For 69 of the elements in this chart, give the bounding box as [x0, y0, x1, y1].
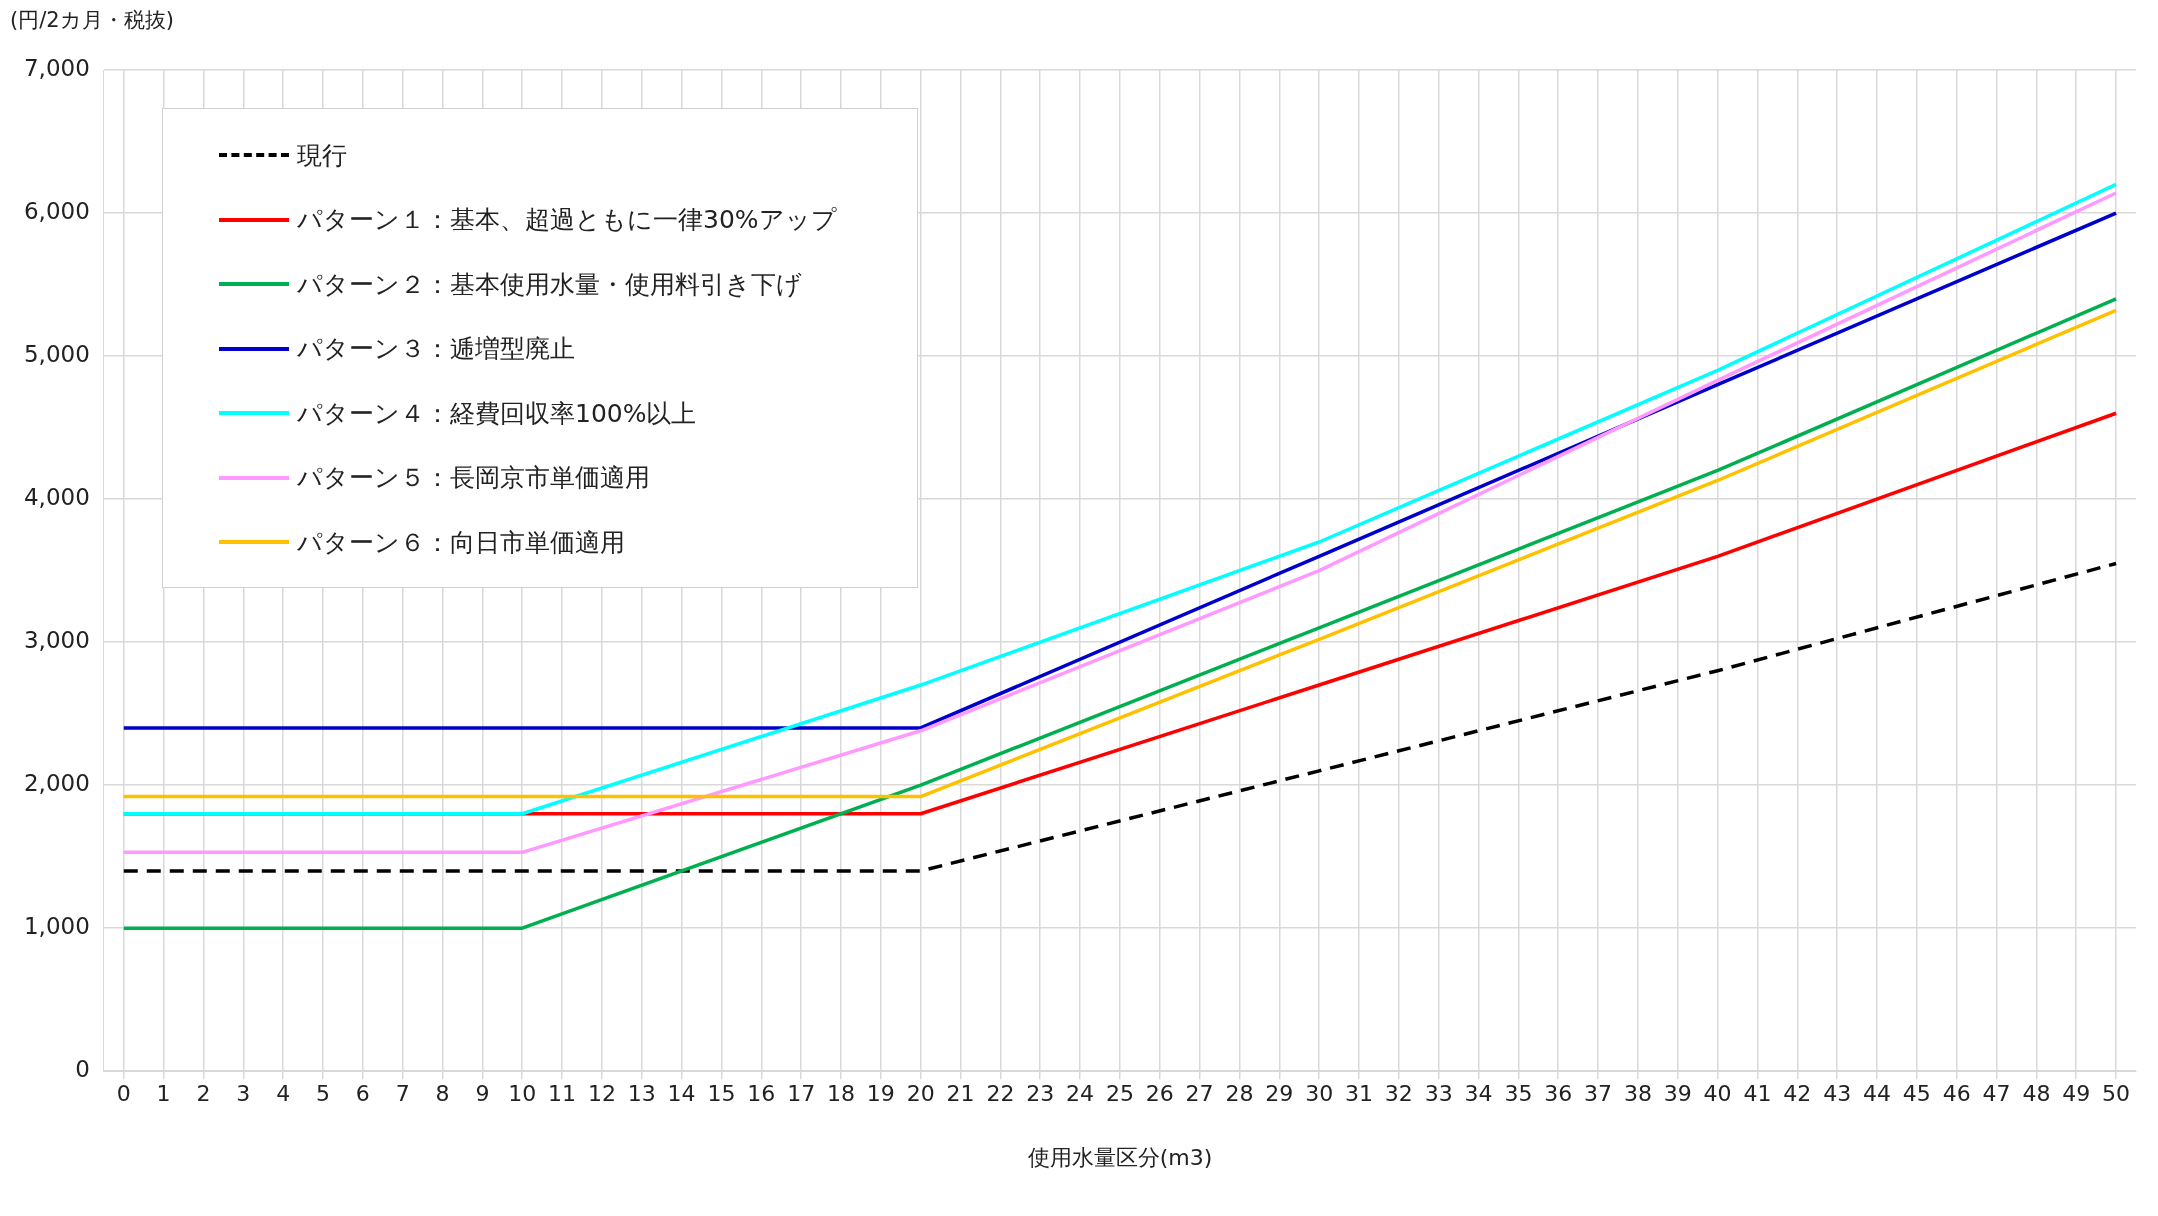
y-tick-label: 0 — [75, 1056, 90, 1083]
x-tick-label: 11 — [548, 1081, 577, 1107]
x-tick-label: 24 — [1066, 1081, 1095, 1107]
x-tick-label: 7 — [395, 1081, 410, 1107]
x-tick-label: 23 — [1026, 1081, 1055, 1107]
x-tick-label: 2 — [196, 1081, 211, 1107]
x-axis-title: 使用水量区分(m3) — [1027, 1144, 1213, 1170]
x-tick-label: 5 — [316, 1081, 330, 1107]
x-tick-label: 37 — [1584, 1081, 1613, 1107]
x-tick-label: 9 — [475, 1081, 490, 1107]
y-tick-label: 6,000 — [23, 198, 90, 224]
x-tick-label: 22 — [986, 1081, 1015, 1107]
x-tick-label: 38 — [1623, 1081, 1652, 1107]
x-tick-label: 1 — [156, 1081, 171, 1107]
x-tick-label: 46 — [1942, 1081, 1971, 1107]
legend-label: パターン５：長岡京市単価適用 — [297, 462, 650, 495]
legend-label: 現行 — [297, 139, 347, 172]
x-tick-label: 28 — [1225, 1081, 1254, 1107]
x-tick-label: 41 — [1743, 1081, 1772, 1107]
x-tick-label: 10 — [508, 1081, 537, 1107]
legend-label: パターン２：基本使用水量・使用料引き下げ — [297, 268, 802, 301]
x-tick-label: 6 — [355, 1081, 370, 1107]
x-tick-label: 44 — [1863, 1081, 1891, 1107]
y-tick-label: 1,000 — [23, 913, 90, 940]
x-tick-label: 13 — [627, 1081, 656, 1107]
x-tick-label: 49 — [2062, 1081, 2091, 1107]
x-tick-label: 20 — [906, 1081, 935, 1107]
line-series — [122, 561, 2118, 873]
x-tick-label: 3 — [236, 1081, 251, 1107]
x-tick-label: 39 — [1663, 1081, 1692, 1107]
x-tick-label: 4 — [276, 1081, 291, 1107]
x-tick-label: 29 — [1265, 1081, 1294, 1107]
x-tick-label: 16 — [747, 1081, 776, 1107]
y-tick-label: 5,000 — [23, 341, 90, 368]
x-tick-label: 36 — [1544, 1081, 1573, 1107]
x-tick-label: 40 — [1703, 1081, 1732, 1107]
x-tick-label: 35 — [1504, 1081, 1533, 1107]
x-tick-label: 21 — [946, 1081, 975, 1107]
x-tick-label: 14 — [667, 1081, 696, 1107]
x-tick-label: 26 — [1145, 1081, 1174, 1107]
x-tick-label: 0 — [116, 1081, 131, 1107]
x-tick-label: 8 — [435, 1081, 450, 1107]
x-tick-label: 43 — [1823, 1081, 1852, 1107]
legend-label: パターン１：基本、超過ともに一律30%アップ — [297, 204, 837, 237]
y-tick-label: 2,000 — [23, 770, 90, 797]
x-tick-label: 19 — [866, 1081, 895, 1107]
x-tick-label: 48 — [2022, 1081, 2051, 1107]
x-tick-label: 47 — [1982, 1081, 2011, 1107]
x-tick-label: 32 — [1384, 1081, 1413, 1107]
x-tick-label: 12 — [587, 1081, 616, 1107]
x-tick-label: 31 — [1345, 1081, 1373, 1107]
legend-label: パターン４：経費回収率100%以上 — [297, 397, 697, 430]
x-tick-label: 27 — [1185, 1081, 1214, 1107]
x-tick-label: 34 — [1464, 1081, 1493, 1107]
x-tick-label: 50 — [2102, 1081, 2131, 1107]
legend-label: パターン３：逓増型廃止 — [297, 333, 575, 366]
y-tick-label: 3,000 — [23, 627, 90, 654]
y-tick-label: 4,000 — [23, 484, 90, 511]
y-axis-title: (円/2カ月・税抜) — [10, 7, 174, 34]
x-tick-label: 45 — [1902, 1081, 1931, 1107]
y-tick-label: 7,000 — [23, 54, 90, 81]
x-tick-label: 15 — [707, 1081, 736, 1107]
x-tick-label: 42 — [1783, 1081, 1812, 1107]
x-tick-label: 17 — [787, 1081, 816, 1107]
x-tick-label: 33 — [1424, 1081, 1453, 1107]
x-tick-label: 18 — [827, 1081, 855, 1107]
x-tick-label: 30 — [1305, 1081, 1334, 1107]
x-tick-label: 25 — [1105, 1081, 1134, 1107]
legend-label: パターン６：向日市単価適用 — [297, 526, 625, 559]
